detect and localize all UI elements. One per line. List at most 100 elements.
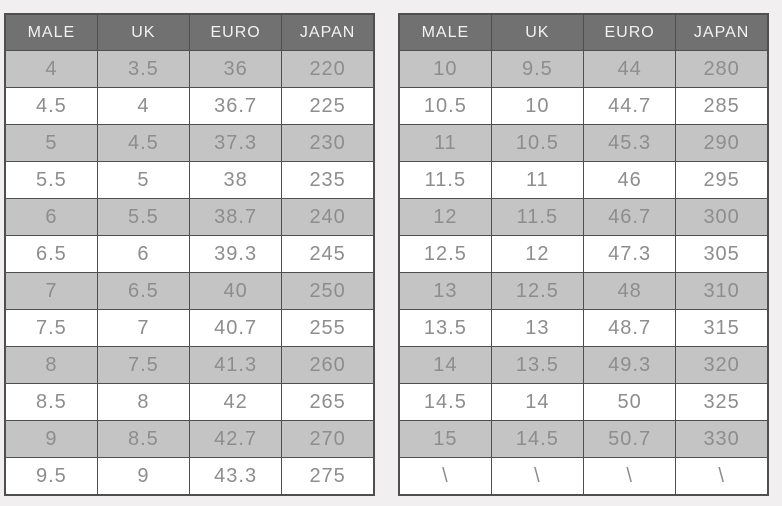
size-cell: 42	[188, 383, 283, 421]
size-row: 4 3.5 36 220	[4, 50, 375, 88]
size-row: 12 11.5 46.7 300	[398, 198, 769, 236]
size-row: 13 12.5 48 310	[398, 272, 769, 310]
size-cell: 39.3	[188, 235, 283, 273]
size-cell: 265	[281, 383, 375, 421]
size-cell: 12.5	[490, 272, 585, 310]
size-cell: \	[675, 457, 769, 496]
size-cell: 46.7	[582, 198, 677, 236]
size-row: 11 10.5 45.3 290	[398, 124, 769, 162]
size-cell: 5.5	[96, 198, 191, 236]
size-cell: 4	[96, 87, 191, 125]
size-cell: 49.3	[582, 346, 677, 384]
size-cell: 8.5	[96, 420, 191, 458]
size-cell: 10	[398, 50, 492, 88]
size-cell: 13	[490, 309, 585, 347]
size-cell: 10.5	[398, 87, 492, 125]
size-cell: 45.3	[582, 124, 677, 162]
size-row: 7 6.5 40 250	[4, 272, 375, 310]
size-row: 6 5.5 38.7 240	[4, 198, 375, 236]
size-cell: 5	[4, 124, 98, 162]
size-cell: 37.3	[188, 124, 283, 162]
size-cell: 320	[675, 346, 769, 384]
size-cell: 40	[188, 272, 283, 310]
size-row: 9.5 9 43.3 275	[4, 457, 375, 496]
column-header: JAPAN	[281, 13, 375, 51]
column-header: MALE	[4, 13, 98, 51]
size-cell: 8.5	[4, 383, 98, 421]
size-cell: 6	[96, 235, 191, 273]
size-cell: 36	[188, 50, 283, 88]
size-cell: 300	[675, 198, 769, 236]
size-cell: 44.7	[582, 87, 677, 125]
size-cell: 10	[490, 87, 585, 125]
size-cell: 295	[675, 161, 769, 199]
size-cell: 13.5	[398, 309, 492, 347]
size-cell: 41.3	[188, 346, 283, 384]
size-cell: 3.5	[96, 50, 191, 88]
size-cell: 43.3	[188, 457, 283, 496]
size-cell: 48.7	[582, 309, 677, 347]
size-row: 10.5 10 44.7 285	[398, 87, 769, 125]
header-row: MALE UK EURO JAPAN	[398, 13, 769, 51]
size-row: 9 8.5 42.7 270	[4, 420, 375, 458]
size-cell: 220	[281, 50, 375, 88]
size-cell: 6	[4, 198, 98, 236]
size-row: 10 9.5 44 280	[398, 50, 769, 88]
size-cell: 15	[398, 420, 492, 458]
size-cell: 275	[281, 457, 375, 496]
size-cell: 50	[582, 383, 677, 421]
size-cell: 10.5	[490, 124, 585, 162]
size-cell: 285	[675, 87, 769, 125]
size-row: 6.5 6 39.3 245	[4, 235, 375, 273]
size-cell: 12	[398, 198, 492, 236]
size-cell: 11.5	[398, 161, 492, 199]
size-row: 11.5 11 46 295	[398, 161, 769, 199]
size-cell: 260	[281, 346, 375, 384]
size-row: 12.5 12 47.3 305	[398, 235, 769, 273]
size-cell: 230	[281, 124, 375, 162]
size-cell: 325	[675, 383, 769, 421]
size-cell: 44	[582, 50, 677, 88]
column-header: UK	[490, 13, 585, 51]
size-cell: 240	[281, 198, 375, 236]
size-cell: 225	[281, 87, 375, 125]
column-header: EURO	[188, 13, 283, 51]
column-header: MALE	[398, 13, 492, 51]
size-row: \ \ \ \	[398, 457, 769, 496]
size-cell: 47.3	[582, 235, 677, 273]
size-cell: 8	[96, 383, 191, 421]
size-cell: 5	[96, 161, 191, 199]
size-cell: 14.5	[398, 383, 492, 421]
size-cell: 14	[398, 346, 492, 384]
size-cell: 6.5	[96, 272, 191, 310]
size-cell: \	[490, 457, 585, 496]
size-cell: 38	[188, 161, 283, 199]
size-cell: 315	[675, 309, 769, 347]
size-row: 14 13.5 49.3 320	[398, 346, 769, 384]
size-cell: 5.5	[4, 161, 98, 199]
size-cell: 305	[675, 235, 769, 273]
size-cell: 13.5	[490, 346, 585, 384]
size-cell: 235	[281, 161, 375, 199]
size-cell: 250	[281, 272, 375, 310]
size-cell: 7.5	[96, 346, 191, 384]
size-cell: 9	[4, 420, 98, 458]
size-cell: 255	[281, 309, 375, 347]
size-row: 5 4.5 37.3 230	[4, 124, 375, 162]
size-table-left: MALE UK EURO JAPAN 4 3.5 36 220 4.5 4 36.7 225 5 4.5 3…	[4, 13, 375, 496]
size-row: 15 14.5 50.7 330	[398, 420, 769, 458]
size-cell: 9	[96, 457, 191, 496]
size-row: 8 7.5 41.3 260	[4, 346, 375, 384]
size-cell: 11	[490, 161, 585, 199]
size-cell: 40.7	[188, 309, 283, 347]
size-row: 14.5 14 50 325	[398, 383, 769, 421]
size-cell: 11	[398, 124, 492, 162]
size-cell: 42.7	[188, 420, 283, 458]
size-cell: 38.7	[188, 198, 283, 236]
size-cell: 270	[281, 420, 375, 458]
size-cell: 7	[96, 309, 191, 347]
size-cell: 4	[4, 50, 98, 88]
size-cell: 7.5	[4, 309, 98, 347]
size-row: 8.5 8 42 265	[4, 383, 375, 421]
